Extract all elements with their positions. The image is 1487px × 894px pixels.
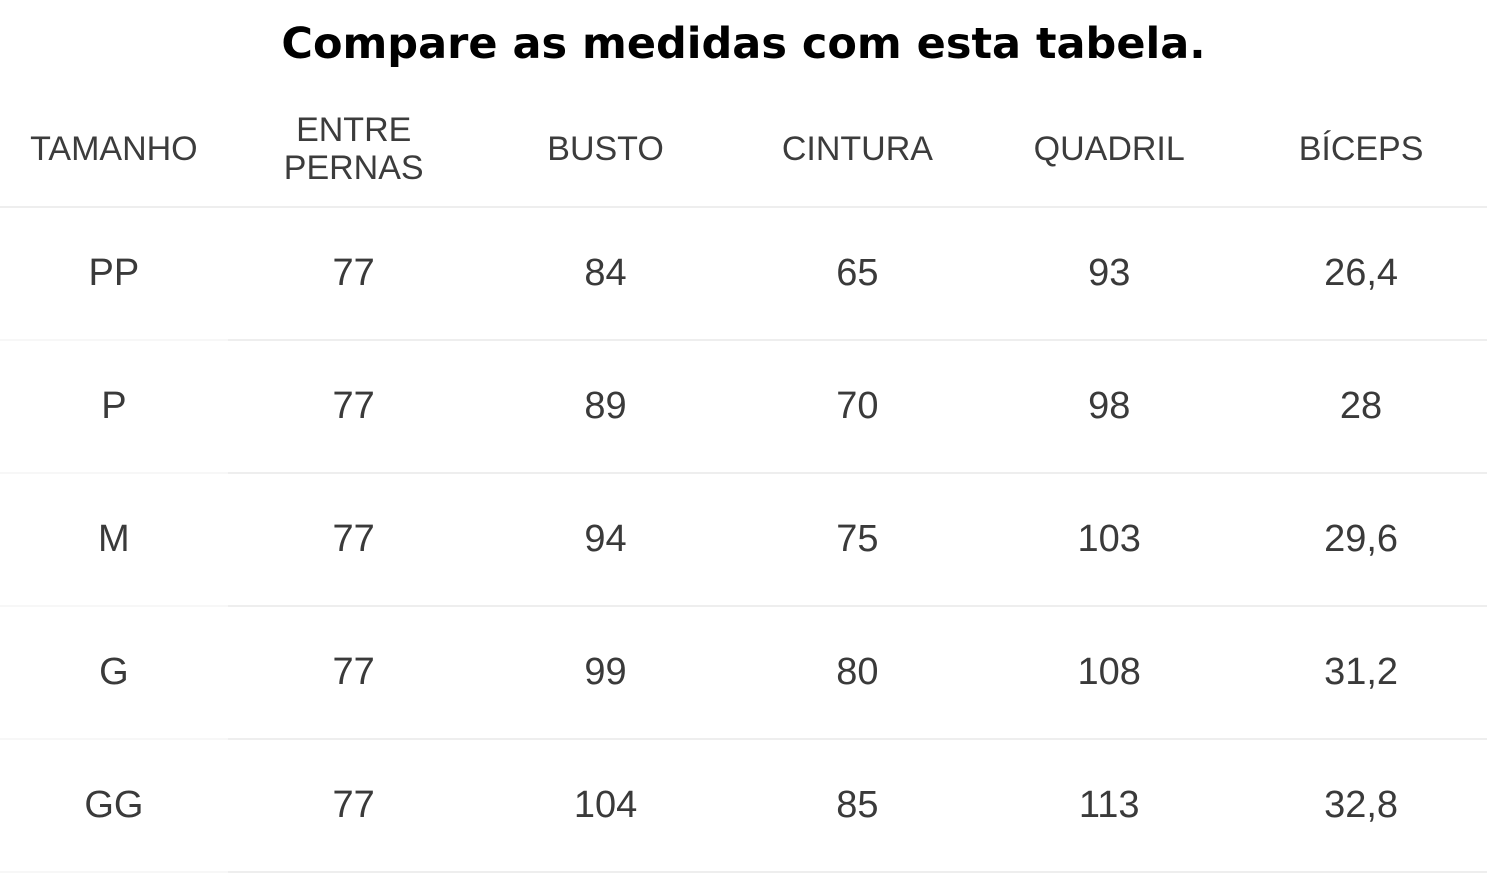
cell-quadril: 103 (983, 473, 1236, 607)
table-row: PP 77 84 65 93 26,4 (0, 207, 1487, 341)
cell-size: G (0, 606, 228, 740)
table-row: M 77 94 75 103 29,6 (0, 473, 1487, 607)
cell-biceps: 28 (1235, 340, 1487, 474)
cell-quadril: 98 (983, 340, 1236, 474)
header-entre-pernas: ENTRE PERNAS (227, 92, 480, 208)
cell-size: PP (0, 207, 228, 341)
cell-cintura: 80 (731, 606, 984, 740)
cell-biceps: 29,6 (1235, 473, 1487, 607)
cell-entre-pernas: 77 (227, 340, 480, 474)
table-row: GG 77 104 85 113 32,8 (0, 739, 1487, 873)
cell-cintura: 85 (731, 739, 984, 873)
cell-entre-pernas: 77 (227, 207, 480, 341)
table-row: P 77 89 70 98 28 (0, 340, 1487, 474)
cell-biceps: 26,4 (1235, 207, 1487, 341)
cell-entre-pernas: 77 (227, 739, 480, 873)
cell-busto: 89 (479, 340, 732, 474)
cell-quadril: 108 (983, 606, 1236, 740)
cell-size: P (0, 340, 228, 474)
cell-entre-pernas: 77 (227, 606, 480, 740)
header-quadril: QUADRIL (983, 92, 1236, 208)
cell-busto: 99 (479, 606, 732, 740)
table-header-row: TAMANHO ENTRE PERNAS BUSTO CINTURA QUADR… (0, 92, 1487, 208)
cell-quadril: 93 (983, 207, 1236, 341)
header-cintura: CINTURA (731, 92, 984, 208)
cell-quadril: 113 (983, 739, 1236, 873)
cell-cintura: 70 (731, 340, 984, 474)
cell-biceps: 32,8 (1235, 739, 1487, 873)
size-chart-table: TAMANHO ENTRE PERNAS BUSTO CINTURA QUADR… (0, 92, 1487, 873)
cell-entre-pernas: 77 (227, 473, 480, 607)
cell-cintura: 65 (731, 207, 984, 341)
cell-busto: 104 (479, 739, 732, 873)
cell-biceps: 31,2 (1235, 606, 1487, 740)
table-row: G 77 99 80 108 31,2 (0, 606, 1487, 740)
cell-busto: 94 (479, 473, 732, 607)
cell-cintura: 75 (731, 473, 984, 607)
cell-busto: 84 (479, 207, 732, 341)
header-busto: BUSTO (479, 92, 732, 208)
cell-size: GG (0, 739, 228, 873)
page-title: Compare as medidas com esta tabela. (281, 19, 1206, 69)
header-biceps: BÍCEPS (1235, 92, 1487, 208)
header-tamanho: TAMANHO (0, 92, 228, 208)
cell-size: M (0, 473, 228, 607)
